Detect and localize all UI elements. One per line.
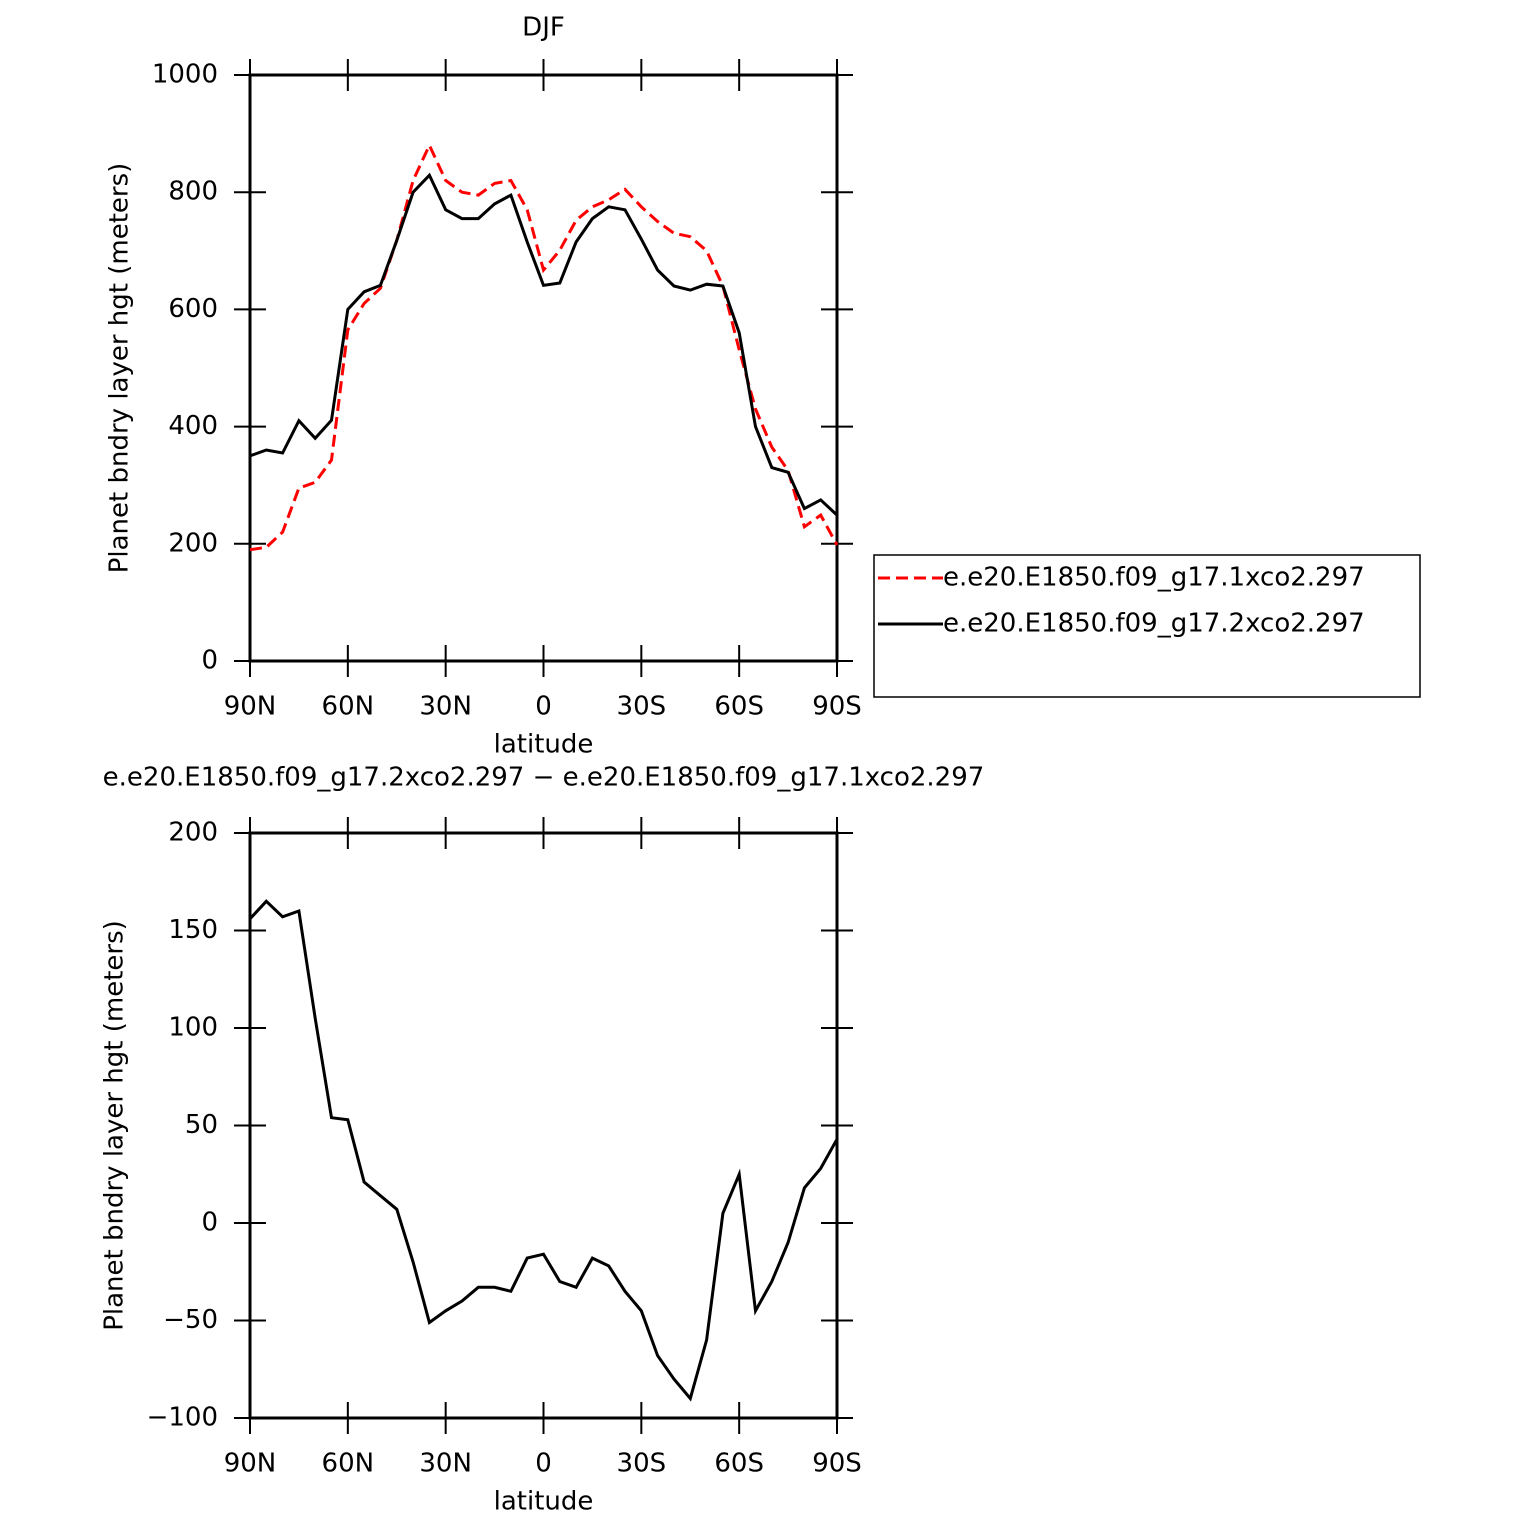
x-tick-label: 30N [419, 1449, 472, 1479]
y-tick-label: 800 [168, 177, 218, 207]
y-tick-label: 600 [168, 294, 218, 324]
y-tick-label: 200 [168, 818, 218, 848]
y-tick-label: −100 [147, 1403, 218, 1433]
x-tick-label: 90S [812, 692, 862, 722]
x-tick-label: 0 [535, 692, 552, 722]
y-tick-label: 150 [168, 915, 218, 945]
y-axis-label: Planet bndry layer hgt (meters) [105, 163, 135, 574]
x-tick-label: 90N [224, 1449, 277, 1479]
x-tick-label: 60N [322, 692, 375, 722]
series-line [249, 141, 839, 552]
y-tick-label: 1000 [152, 60, 218, 90]
y-tick-label: 400 [168, 411, 218, 441]
legend-label: e.e20.E1850.f09_g17.1xco2.297 [943, 563, 1365, 593]
y-tick-label: 100 [168, 1013, 218, 1043]
x-tick-label: 90S [812, 1449, 862, 1479]
chart-title: e.e20.E1850.f09_g17.2xco2.297 − e.e20.E1… [103, 763, 985, 793]
x-axis-label: latitude [494, 1487, 594, 1517]
x-tick-label: 60S [714, 1449, 764, 1479]
x-tick-label: 90N [224, 692, 277, 722]
y-tick-label: 0 [201, 1208, 218, 1238]
y-tick-label: 0 [201, 646, 218, 676]
series-line [248, 899, 839, 1402]
x-tick-label: 0 [535, 1449, 552, 1479]
x-tick-label: 60N [322, 1449, 375, 1479]
plot-frame [248, 831, 839, 1420]
chart-title: DJF [522, 13, 565, 43]
series-line [249, 172, 839, 517]
y-tick-label: −50 [163, 1305, 218, 1335]
y-axis-label: Planet bndry layer hgt (meters) [100, 920, 130, 1331]
legend-box [873, 554, 1421, 698]
y-tick-label: 50 [185, 1110, 218, 1140]
legend-label: e.e20.E1850.f09_g17.2xco2.297 [943, 609, 1365, 639]
x-tick-label: 30S [617, 692, 667, 722]
x-axis-label: latitude [494, 730, 594, 760]
x-tick-label: 30S [617, 1449, 667, 1479]
x-tick-label: 30N [419, 692, 472, 722]
y-tick-label: 200 [168, 528, 218, 558]
x-tick-label: 60S [714, 692, 764, 722]
